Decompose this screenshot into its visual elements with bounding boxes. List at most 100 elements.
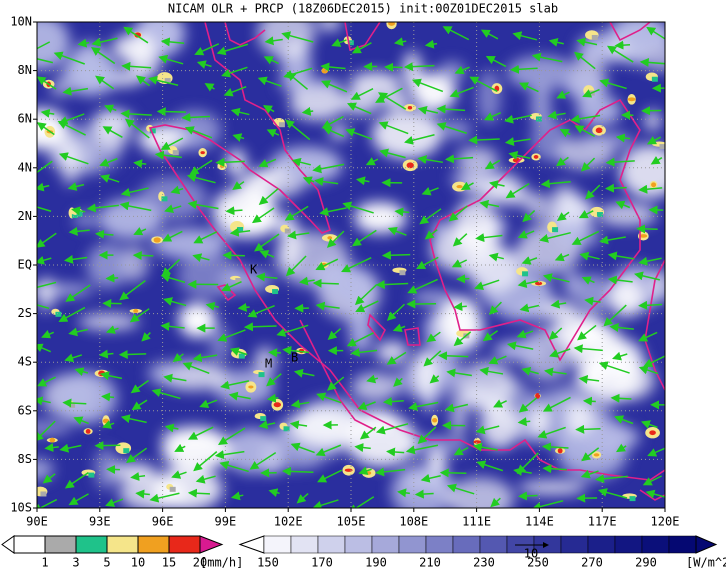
wind-arrow — [405, 444, 439, 455]
legend-label: 270 — [581, 556, 603, 570]
precip-cell — [456, 185, 463, 189]
precip-cell — [366, 471, 372, 475]
wind-arrow — [298, 276, 315, 286]
wind-arrow — [512, 31, 538, 41]
precip-cell — [596, 212, 603, 218]
wind-arrow — [118, 349, 147, 359]
wind-arrow — [555, 156, 569, 167]
precip-cell — [278, 122, 285, 128]
wind-arrow — [91, 37, 118, 47]
lon-label: 114E — [525, 515, 554, 529]
wind-arrow — [453, 302, 467, 312]
precip-cell — [629, 496, 636, 502]
legend-cell — [668, 535, 697, 554]
wind-arrow — [612, 351, 628, 361]
wind-arrow — [488, 180, 505, 189]
wind-arrow — [351, 42, 372, 54]
precip-cell — [651, 76, 658, 82]
wind-arrow — [187, 200, 219, 210]
wind-arrow — [479, 199, 500, 209]
wind-arrow — [517, 491, 538, 501]
wind-arrow — [638, 331, 658, 342]
cloud — [411, 291, 454, 305]
wind-arrow — [346, 332, 374, 347]
precip-cell — [533, 155, 539, 159]
wind-arrow — [263, 56, 279, 65]
wind-arrow — [472, 442, 498, 452]
wind-arrow — [64, 254, 88, 264]
wind-arrow — [160, 321, 185, 331]
legend-cell — [587, 535, 616, 554]
wind-arrow — [504, 114, 532, 124]
wind-arrow — [95, 75, 115, 90]
wind-arrow — [609, 323, 634, 332]
wind-arrow — [293, 368, 315, 378]
wind-arrow — [315, 258, 339, 271]
legend-label: 290 — [635, 556, 657, 570]
wind-arrow — [255, 272, 278, 282]
cloud — [456, 147, 499, 173]
wind-arrow — [419, 208, 442, 225]
wind-arrow — [638, 256, 662, 266]
cloud — [479, 403, 520, 449]
wind-arrow — [350, 347, 378, 357]
wind-arrow — [86, 203, 119, 213]
wind-arrow — [156, 107, 186, 117]
wind-arrow — [429, 374, 440, 384]
precip-cell — [659, 144, 665, 150]
cloud — [354, 203, 407, 234]
precip-cell — [172, 150, 179, 156]
cloud — [61, 136, 79, 186]
wind-arrow — [595, 474, 628, 484]
wind-arrow — [259, 250, 275, 259]
wind-arrow — [73, 416, 89, 425]
wind-arrow — [358, 466, 372, 476]
precip-cell — [651, 182, 657, 188]
wind-arrow — [229, 347, 248, 356]
wind-arrow — [348, 496, 375, 508]
wind-arrow — [453, 331, 472, 347]
wind-arrow — [130, 379, 150, 394]
cloud — [349, 71, 401, 95]
legend-cell — [106, 535, 139, 554]
wind-arrow — [125, 118, 150, 139]
wind-arrow — [488, 355, 507, 365]
legend-arrow — [199, 535, 224, 554]
wind-arrow — [229, 227, 251, 237]
cloud — [431, 219, 450, 240]
precip-cell — [102, 418, 110, 424]
wind-arrow — [444, 403, 469, 413]
legend-cell — [452, 535, 481, 554]
wind-arrow — [158, 54, 184, 65]
wind-arrow — [286, 230, 310, 240]
wind-arrow — [37, 376, 56, 387]
wind-arrow — [581, 276, 595, 285]
wind-arrow — [576, 37, 598, 47]
wind-arrow — [126, 447, 148, 464]
wind-arrow — [638, 300, 663, 310]
legend-cell — [290, 535, 319, 554]
wind-arrow — [120, 109, 152, 119]
wind-arrow — [521, 366, 539, 376]
cloud — [553, 183, 577, 204]
wind-arrow — [379, 148, 406, 159]
cloud — [257, 457, 322, 470]
cloud — [477, 70, 501, 124]
wind-arrow — [531, 52, 563, 63]
cloud — [147, 362, 182, 385]
wind-arrow — [570, 114, 601, 124]
wind-arrow — [37, 182, 50, 192]
wind-arrow — [436, 104, 466, 114]
cloud — [249, 168, 289, 182]
wind-arrow — [312, 163, 345, 174]
cloud — [257, 22, 316, 59]
wind-arrow — [483, 112, 502, 121]
wind-arrow — [321, 115, 344, 129]
legend-cell — [317, 535, 346, 554]
legend-label: 210 — [419, 556, 441, 570]
cloud — [69, 42, 111, 96]
wind-arrow — [164, 423, 179, 433]
cloud — [622, 22, 647, 66]
wind-arrow — [289, 420, 308, 430]
wind-arrow — [291, 157, 311, 167]
